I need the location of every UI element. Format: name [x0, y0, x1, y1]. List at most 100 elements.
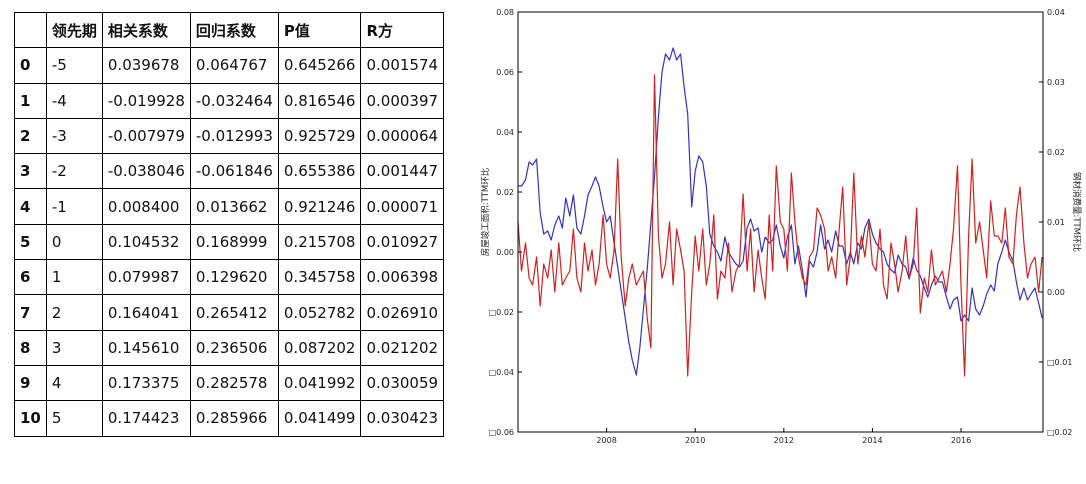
table-cell: -2 [45, 153, 103, 190]
table-cell: -0.012993 [189, 117, 279, 155]
table-header-row: 领先期 相关系数 回归系数 P值 R方 [14, 11, 445, 49]
table-cell: -1 [45, 188, 103, 225]
table-cell: 0.129620 [189, 259, 279, 296]
table-row-index: 6 [14, 259, 47, 296]
table-cell: 0.006398 [360, 259, 445, 296]
series-line-left [518, 47, 1043, 376]
y-left-tick-label: □0.02 [489, 308, 514, 317]
x-tick-label: 2012 [774, 436, 794, 445]
table-cell: 0.021202 [360, 329, 445, 366]
y-right-tick-label: 0.04 [1047, 8, 1065, 17]
table-row-index: 2 [14, 117, 47, 155]
table-cell: 0.921246 [277, 188, 362, 225]
table-cell: 0 [45, 223, 103, 261]
table-row: 3 -2 -0.038046 -0.061846 0.655386 0.001447 [14, 153, 445, 190]
table-row-index: 0 [14, 47, 47, 84]
y-left-tick-label: 0.06 [496, 68, 514, 77]
regression-table: 领先期 相关系数 回归系数 P值 R方 0 -5 0.039678 0.064767 0.645… [14, 11, 445, 437]
table-cell: 0.010927 [360, 223, 445, 261]
table-cell: 0.265412 [189, 294, 279, 331]
table-row-index: 5 [14, 223, 47, 261]
table-header-index [14, 11, 47, 49]
table-cell: 0.026910 [360, 294, 445, 331]
table-body: 0 -5 0.039678 0.064767 0.645266 0.001574 1 -4 -0… [14, 47, 445, 437]
table-cell: -0.007979 [101, 117, 191, 155]
table-row: 10 5 0.174423 0.285966 0.041499 0.030423 [14, 400, 445, 437]
table-cell: 0.174423 [101, 400, 191, 437]
table-cell: 0.000071 [360, 188, 445, 225]
table-row: 2 -3 -0.007979 -0.012993 0.925729 0.000064 [14, 117, 445, 155]
table-cell: 0.236506 [189, 329, 279, 366]
table-cell: 0.655386 [277, 153, 362, 190]
table-cell: 0.041992 [277, 364, 362, 402]
table-header-cell: P值 [277, 11, 362, 49]
table-row-index: 7 [14, 294, 47, 331]
table-cell: 5 [45, 400, 103, 437]
table-cell: -0.038046 [101, 153, 191, 190]
table-cell: 0.079987 [101, 259, 191, 296]
table-cell: 0.816546 [277, 82, 362, 119]
line-chart: □0.06 □0.04 □0.02 0.00 0.02 0.04 0.06 0.08 □0.02… [480, 8, 1082, 445]
table-cell: 0.145610 [101, 329, 191, 366]
table-cell: 0.345758 [277, 259, 362, 296]
y-left-tick-label: 0.04 [496, 128, 514, 137]
table-row: 9 4 0.173375 0.282578 0.041992 0.030059 [14, 364, 445, 402]
y-right-axis-label: 钢材消费量:TTM环比 [1071, 172, 1082, 252]
y-left-tick-label: □0.06 [489, 428, 514, 437]
table-row: 0 -5 0.039678 0.064767 0.645266 0.001574 [14, 47, 445, 84]
table-cell: 1 [45, 259, 103, 296]
table-cell: 2 [45, 294, 103, 331]
table-row: 6 1 0.079987 0.129620 0.345758 0.006398 [14, 259, 445, 296]
table-header-cell: 相关系数 [101, 11, 191, 49]
table-row-index: 10 [14, 400, 47, 437]
table-header-cell: R方 [360, 11, 445, 49]
table-cell: 0.000397 [360, 82, 445, 119]
table-cell: 0.168999 [189, 223, 279, 261]
table-cell: -3 [45, 117, 103, 155]
table-cell: 0.001574 [360, 47, 445, 84]
table-cell: 0.052782 [277, 294, 362, 331]
y-left-tick-label: 0.00 [496, 248, 514, 257]
y-left-axis-label: 房屋竣工面积:TTM环比 [480, 168, 491, 256]
table-cell: 0.030059 [360, 364, 445, 402]
x-tick-label: 2014 [862, 436, 882, 445]
table-row: 1 -4 -0.019928 -0.032464 0.816546 0.000397 [14, 82, 445, 119]
table-cell: 0.041499 [277, 400, 362, 437]
y-right-tick-label: 0.03 [1047, 78, 1065, 87]
table-cell: 4 [45, 364, 103, 402]
table-row: 8 3 0.145610 0.236506 0.087202 0.021202 [14, 329, 445, 366]
table-row-index: 3 [14, 153, 47, 190]
table-cell: 0.285966 [189, 400, 279, 437]
table-row-index: 1 [14, 82, 47, 119]
table-cell: -5 [45, 47, 103, 84]
table-row: 4 -1 0.008400 0.013662 0.921246 0.000071 [14, 188, 445, 225]
table-cell: -0.019928 [101, 82, 191, 119]
y-right-tick-label: □0.02 [1047, 428, 1072, 437]
table-cell: 0.164041 [101, 294, 191, 331]
table-cell: 0.173375 [101, 364, 191, 402]
table-cell: 0.215708 [277, 223, 362, 261]
table-header-cell: 领先期 [45, 11, 103, 49]
table-row: 7 2 0.164041 0.265412 0.052782 0.026910 [14, 294, 445, 331]
table-cell: 0.087202 [277, 329, 362, 366]
y-left-tick-label: □0.04 [489, 368, 514, 377]
table-cell: 0.925729 [277, 117, 362, 155]
table-cell: 0.064767 [189, 47, 279, 84]
table-row-index: 8 [14, 329, 47, 366]
table-header-cell: 回归系数 [189, 11, 279, 49]
x-tick-label: 2016 [951, 436, 971, 445]
table-cell: 0.013662 [189, 188, 279, 225]
table-row-index: 4 [14, 188, 47, 225]
table-cell: 0.039678 [101, 47, 191, 84]
y-right-tick-label: □0.01 [1047, 358, 1072, 367]
table-cell: 0.001447 [360, 153, 445, 190]
table-cell: 3 [45, 329, 103, 366]
y-left-tick-label: 0.08 [496, 8, 514, 17]
table-row-index: 9 [14, 364, 47, 402]
table-cell: -0.032464 [189, 82, 279, 119]
table-cell: 0.104532 [101, 223, 191, 261]
table-cell: 0.000064 [360, 117, 445, 155]
y-left-tick-label: 0.02 [496, 188, 514, 197]
y-right-tick-label: 0.02 [1047, 148, 1065, 157]
y-right-tick-label: 0.00 [1047, 288, 1065, 297]
